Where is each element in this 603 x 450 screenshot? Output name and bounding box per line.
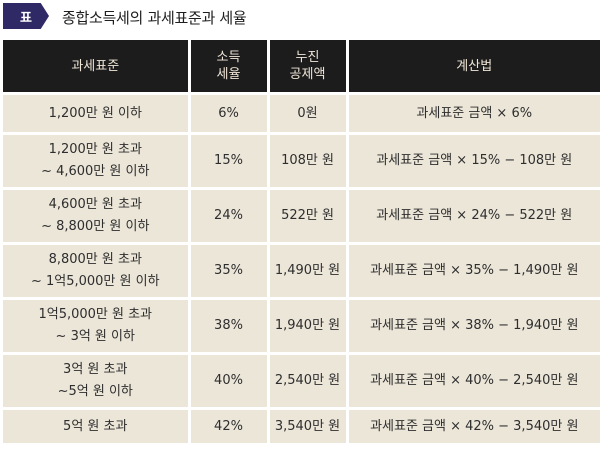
tax-base-line1: 1억5,000만 원 초과 — [38, 307, 153, 322]
header-tax-base: 과세표준 — [3, 40, 191, 94]
tax-base-line1: 3억 원 초과 — [63, 362, 128, 377]
cell-deduction: 3,540만 원 — [268, 407, 349, 443]
tax-base-line1: 8,800만 원 초과 — [48, 252, 142, 267]
header-progressive-deduction: 누진 공제액 — [268, 40, 349, 94]
cell-tax-base: 1억5,000만 원 초과 ~ 3억 원 이하 — [3, 297, 191, 354]
cell-method: 과세표준 금액 × 40% − 2,540만 원 — [347, 352, 600, 409]
cell-rate: 6% — [189, 92, 270, 134]
cell-deduction: 1,490만 원 — [268, 242, 349, 299]
tax-base-line1: 1,200만 원 이하 — [48, 105, 142, 121]
table-row: 8,800만 원 초과 ~ 1억5,000만 원 이하 35% 1,490만 원… — [3, 242, 600, 299]
header-income-tax-rate: 소득 세율 — [189, 40, 270, 94]
cell-deduction: 522만 원 — [268, 187, 349, 244]
cell-rate: 15% — [189, 132, 270, 189]
header-rate-line2: 세율 — [216, 67, 241, 82]
table-row: 5억 원 초과 42% 3,540만 원 과세표준 금액 × 42% − 3,5… — [3, 407, 600, 443]
table-row: 3억 원 초과 ~5억 원 이하 40% 2,540만 원 과세표준 금액 × … — [3, 352, 600, 409]
cell-method: 과세표준 금액 × 24% − 522만 원 — [347, 187, 600, 244]
tax-base-line1: 5억 원 초과 — [63, 418, 128, 434]
cell-rate: 24% — [189, 187, 270, 244]
cell-tax-base: 8,800만 원 초과 ~ 1억5,000만 원 이하 — [3, 242, 191, 299]
cell-method: 과세표준 금액 × 6% — [347, 92, 600, 134]
cell-deduction: 2,540만 원 — [268, 352, 349, 409]
table-row: 1,200만 원 초과 ~ 4,600만 원 이하 15% 108만 원 과세표… — [3, 132, 600, 189]
header-calculation-method: 계산법 — [347, 40, 600, 94]
cell-rate: 40% — [189, 352, 270, 409]
cell-tax-base: 1,200만 원 초과 ~ 4,600만 원 이하 — [3, 132, 191, 189]
tax-rate-table: 과세표준 소득 세율 누진 공제액 계산법 1,200만 원 이하 6% 0원 … — [3, 40, 600, 443]
tax-base-line1: 1,200만 원 초과 — [48, 142, 142, 157]
table-tag: 표 — [3, 3, 49, 29]
cell-deduction: 0원 — [268, 92, 349, 134]
table-title: 종합소득세의 과세표준과 세율 — [62, 9, 247, 27]
cell-method: 과세표준 금액 × 35% − 1,490만 원 — [347, 242, 600, 299]
cell-method: 과세표준 금액 × 15% − 108만 원 — [347, 132, 600, 189]
table-row: 1,200만 원 이하 6% 0원 과세표준 금액 × 6% — [3, 92, 600, 134]
cell-tax-base: 1,200만 원 이하 — [3, 92, 191, 134]
cell-rate: 35% — [189, 242, 270, 299]
cell-rate: 42% — [189, 407, 270, 443]
tax-base-line2: ~ 8,800만 원 이하 — [41, 219, 150, 234]
tax-base-line2: ~ 3억 원 이하 — [55, 329, 135, 344]
cell-tax-base: 3억 원 초과 ~5억 원 이하 — [3, 352, 191, 409]
tax-base-line2: ~5억 원 이하 — [57, 384, 133, 399]
cell-method: 과세표준 금액 × 38% − 1,940만 원 — [347, 297, 600, 354]
cell-deduction: 108만 원 — [268, 132, 349, 189]
cell-tax-base: 5억 원 초과 — [3, 407, 191, 443]
cell-rate: 38% — [189, 297, 270, 354]
cell-method: 과세표준 금액 × 42% − 3,540만 원 — [347, 407, 600, 443]
cell-deduction: 1,940만 원 — [268, 297, 349, 354]
table-caption: 표 종합소득세의 과세표준과 세율 — [0, 0, 603, 34]
header-rate-line1: 소득 — [216, 50, 241, 65]
tax-base-line1: 4,600만 원 초과 — [48, 197, 142, 212]
table-header-row: 과세표준 소득 세율 누진 공제액 계산법 — [3, 40, 600, 94]
tax-base-line2: ~ 4,600만 원 이하 — [41, 164, 150, 179]
table-row: 4,600만 원 초과 ~ 8,800만 원 이하 24% 522만 원 과세표… — [3, 187, 600, 244]
header-deduction-line2: 공제액 — [289, 67, 326, 82]
header-deduction-line1: 누진 — [295, 50, 320, 65]
tax-base-line2: ~ 1억5,000만 원 이하 — [30, 274, 160, 289]
cell-tax-base: 4,600만 원 초과 ~ 8,800만 원 이하 — [3, 187, 191, 244]
table-row: 1억5,000만 원 초과 ~ 3억 원 이하 38% 1,940만 원 과세표… — [3, 297, 600, 354]
